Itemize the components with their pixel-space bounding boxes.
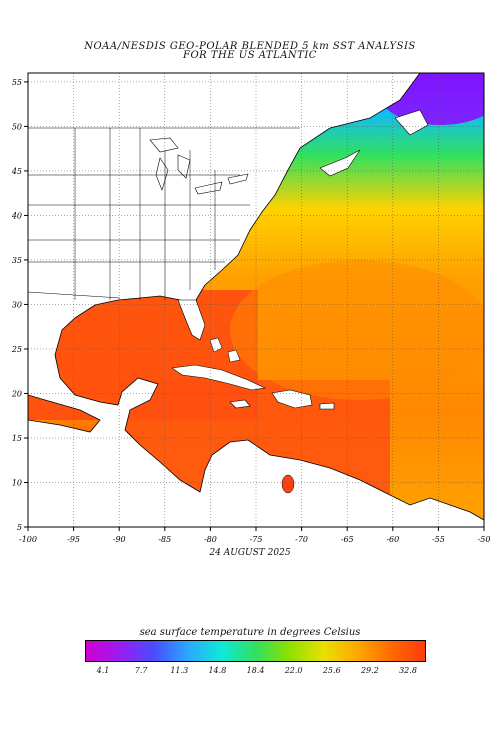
newfoundland [394, 109, 429, 136]
bahamas [209, 337, 241, 363]
temperature-colorbar [85, 640, 426, 662]
colorbar-title: sea surface temperature in degrees Celsi… [139, 627, 361, 638]
colorbar-tick-label: 11.3 [170, 666, 189, 675]
latitude-tick-label: 45 [11, 167, 22, 176]
puerto-rico [319, 402, 335, 410]
state-borders [28, 127, 300, 300]
map-title-line1: NOAA/NESDIS GEO-POLAR BLENDED 5 km SST A… [84, 41, 416, 52]
florida-peninsula [177, 299, 206, 341]
latitude-tick-label: 5 [17, 523, 22, 532]
colorbar-tick-label: 4.1 [96, 666, 110, 675]
nova-scotia [319, 149, 361, 177]
longitude-tick-label: -70 [295, 535, 308, 544]
latitude-tick-label: 50 [12, 122, 22, 131]
latitude-tick-label: 25 [11, 345, 22, 354]
longitude-tick-label: -55 [432, 535, 445, 544]
colorbar-tick-label: 7.7 [134, 666, 148, 675]
longitude-tick-label: -85 [158, 535, 171, 544]
cuba [171, 364, 267, 391]
lake-maracaibo [281, 474, 295, 494]
longitude-tick-label: -50 [478, 535, 491, 544]
latitude-tick-label: 40 [11, 211, 22, 220]
colorbar-tick-label: 18.4 [246, 666, 265, 675]
map-title-line2: FOR THE US ATLANTIC [183, 50, 317, 61]
hispaniola [271, 389, 313, 409]
colorbar-tick-labels: 4.1 7.7 11.3 14.8 18.4 22.0 25.6 29.2 32.8 [0, 664, 500, 678]
great-lakes [149, 137, 249, 195]
colorbar-tick-label: 25.6 [322, 666, 341, 675]
longitude-tick-label: -95 [67, 535, 80, 544]
colorbar-tick-label: 29.2 [360, 666, 379, 675]
longitude-tick-label: -75 [250, 535, 263, 544]
latitude-tick-label: 55 [12, 78, 22, 87]
longitude-tick-label: -80 [204, 535, 217, 544]
colorbar-tick-label: 32.8 [399, 666, 417, 675]
longitude-tick-labels: -100 -95 -90 -85 -80 -75 -70 -65 -60 -55 -50 [19, 527, 490, 544]
latitude-tick-label: 10 [12, 478, 22, 487]
jamaica [229, 399, 251, 409]
latitude-tick-label: 15 [12, 434, 22, 443]
colorbar-tick-label: 14.8 [208, 666, 227, 675]
longitude-tick-label: -90 [113, 535, 126, 544]
longitude-tick-label: -100 [19, 535, 37, 544]
colorbar-tick-label: 22.0 [284, 666, 303, 675]
latitude-tick-labels: 55 50 45 40 35 30 25 20 15 10 5 [11, 78, 28, 532]
latitude-tick-label: 20 [11, 389, 22, 398]
latitude-tick-label: 30 [12, 300, 22, 309]
longitude-tick-label: -65 [341, 535, 354, 544]
analysis-date: 24 AUGUST 2025 [209, 548, 291, 558]
longitude-tick-label: -60 [386, 535, 399, 544]
atlantic-warm-area [230, 260, 484, 400]
latitude-tick-label: 35 [12, 256, 22, 265]
